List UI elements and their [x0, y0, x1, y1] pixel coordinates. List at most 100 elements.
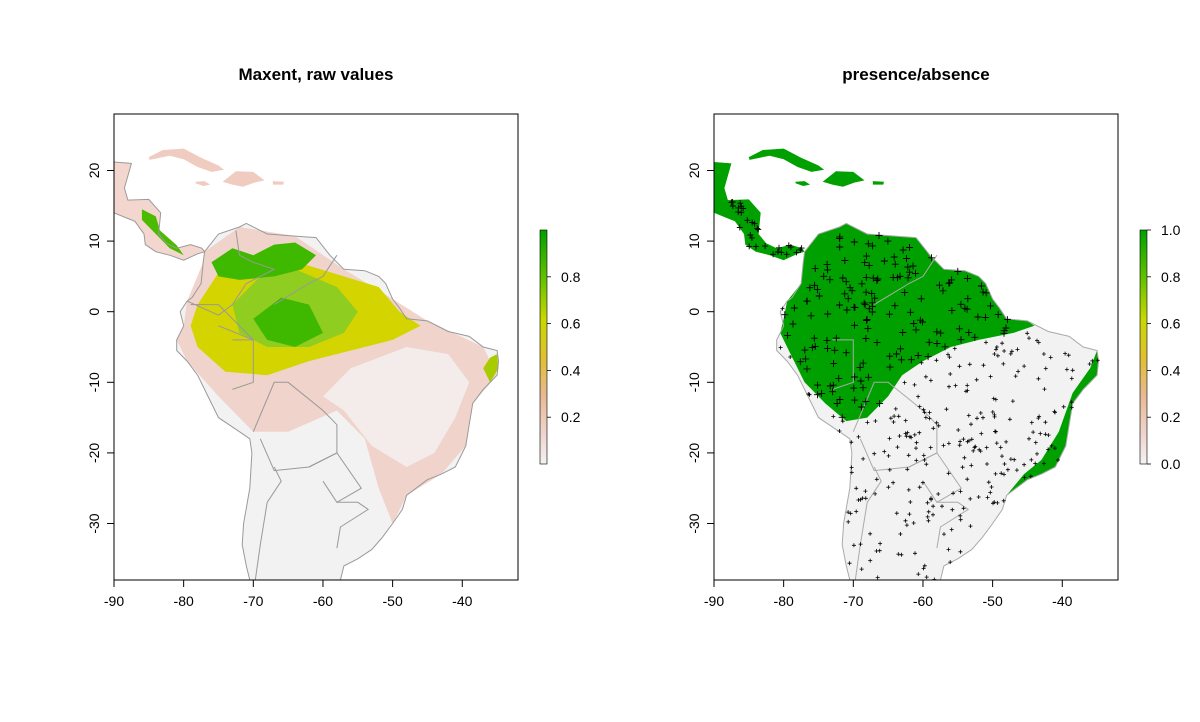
left-legend: 0.2 0.4 0.6 0.8 [539, 229, 581, 465]
occurrence-point [840, 419, 845, 424]
occurrence-point [883, 589, 887, 593]
occurrence-point [875, 575, 880, 580]
occurrence-point [856, 434, 861, 439]
occurrence-point [1035, 451, 1039, 456]
occurrence-point [912, 326, 920, 334]
legend-tick-label: 0.6 [561, 316, 581, 332]
occurrence-point [906, 268, 914, 276]
occurrence-point [826, 382, 834, 390]
occurrence-point [936, 423, 941, 428]
occurrence-point [843, 306, 851, 314]
occurrence-point [1042, 387, 1047, 392]
occurrence-point [921, 407, 926, 412]
occurrence-point [954, 267, 962, 275]
occurrence-point [897, 345, 904, 353]
occurrence-point [1002, 324, 1010, 332]
occurrence-point [931, 426, 936, 431]
occurrence-point [886, 352, 894, 360]
occurrence-point [957, 300, 965, 308]
occurrence-point [925, 338, 933, 346]
occurrence-point [780, 306, 785, 311]
y-tick-label: -20 [686, 443, 702, 463]
x-tick-label: -80 [774, 593, 794, 609]
occurrence-point [961, 437, 966, 442]
y-tick-label: 0 [686, 308, 702, 316]
occurrence-point [861, 259, 869, 267]
occurrence-point [1056, 458, 1060, 462]
occurrence-point [861, 301, 869, 309]
occurrence-point [863, 496, 868, 501]
occurrence-point [892, 414, 897, 419]
legend-tick-label: 0.2 [1161, 409, 1181, 425]
occurrence-point [862, 252, 870, 260]
occurrence-point [956, 428, 961, 432]
left-northern-green-zone [211, 242, 316, 280]
occurrence-point [907, 512, 912, 517]
occurrence-point [897, 434, 902, 438]
right-occurrence-points [728, 199, 1100, 593]
occurrence-point [886, 453, 891, 458]
occurrence-point [888, 416, 893, 421]
occurrence-point [755, 226, 762, 233]
occurrence-point [903, 518, 908, 523]
occurrence-point [966, 413, 971, 418]
occurrence-point [842, 349, 850, 357]
occurrence-point [873, 339, 881, 347]
left-border-line [186, 230, 276, 316]
occurrence-point [862, 288, 870, 296]
occurrence-point [803, 365, 811, 373]
occurrence-point [869, 274, 877, 282]
occurrence-point [899, 552, 904, 557]
occurrence-point [929, 496, 933, 501]
occurrence-point [912, 269, 919, 277]
legend-tick-label: 0.4 [1161, 362, 1181, 378]
y-tick-label: -30 [686, 513, 702, 533]
occurrence-point [904, 434, 909, 439]
occurrence-point [916, 394, 921, 399]
occurrence-point [860, 299, 868, 307]
occurrence-point [1033, 440, 1038, 445]
occurrence-point [868, 299, 876, 307]
occurrence-point [849, 440, 854, 445]
left-coastline [114, 161, 206, 261]
occurrence-point [823, 336, 831, 344]
occurrence-point [896, 414, 901, 419]
x-tick-label: -40 [452, 593, 472, 609]
occurrence-point [958, 513, 963, 518]
occurrence-point [859, 359, 867, 367]
occurrence-point [1042, 461, 1046, 466]
occurrence-point [844, 295, 852, 303]
occurrence-point [914, 440, 919, 445]
occurrence-point [1061, 404, 1066, 409]
left-caribbean-island [148, 148, 225, 172]
occurrence-point [814, 391, 821, 399]
left-country-borders [114, 161, 500, 580]
occurrence-point [947, 355, 952, 360]
occurrence-point [934, 358, 939, 363]
occurrence-point [992, 352, 997, 356]
occurrence-point [987, 302, 994, 310]
occurrence-point [850, 384, 858, 392]
occurrence-point [990, 410, 995, 414]
occurrence-point [969, 422, 973, 427]
occurrence-point [818, 389, 826, 397]
occurrence-point [811, 342, 819, 350]
occurrence-point [949, 527, 954, 532]
occurrence-point [925, 514, 930, 519]
occurrence-point [948, 372, 953, 376]
left-border-line [336, 501, 370, 549]
occurrence-point [868, 558, 873, 563]
occurrence-point [1012, 457, 1017, 462]
occurrence-point [906, 244, 913, 251]
occurrence-point [868, 531, 873, 536]
left-legend-ticks: 0.2 0.4 0.6 0.8 [547, 269, 581, 425]
occurrence-point [835, 374, 843, 382]
occurrence-point [933, 328, 941, 336]
occurrence-point [875, 232, 883, 239]
occurrence-point [811, 281, 819, 289]
occurrence-point [854, 486, 859, 491]
occurrence-point [802, 355, 810, 363]
occurrence-point [917, 430, 922, 435]
occurrence-point [922, 410, 927, 415]
occurrence-point [939, 287, 947, 295]
